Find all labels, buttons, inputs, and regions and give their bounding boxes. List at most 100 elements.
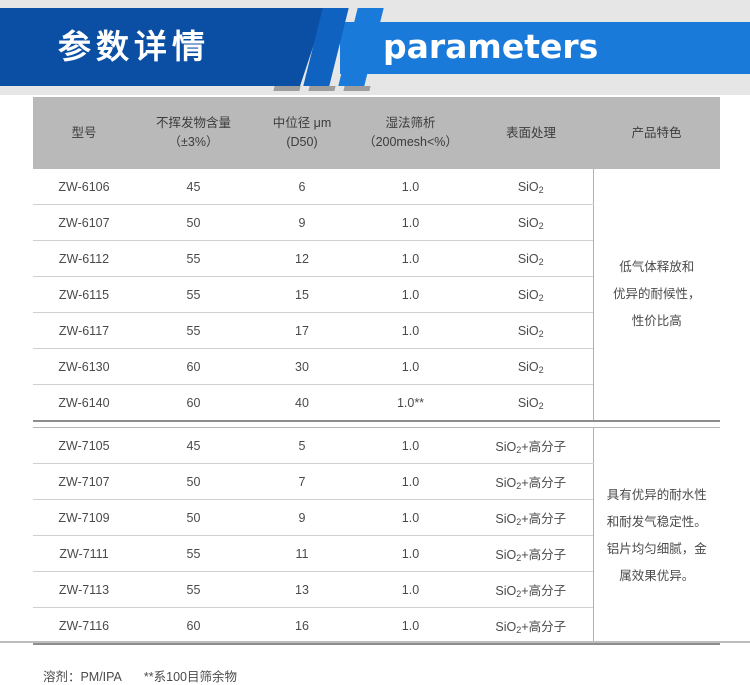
cell-surface-treatment: SiO2 [469, 348, 593, 385]
cell-median-diameter: 30 [252, 348, 352, 385]
cell-model: ZW-7111 [33, 535, 135, 572]
cell-surface-treatment: SiO2+高分子 [469, 571, 593, 608]
cell-model: ZW-6130 [33, 348, 135, 385]
cell-nonvolatile: 45 [135, 428, 252, 464]
cell-nonvolatile: 45 [135, 169, 252, 205]
cell-model: ZW-6106 [33, 169, 135, 205]
cell-model: ZW-6112 [33, 240, 135, 277]
table-head: 型号 不挥发物含量 （±3%） 中位径 μm (D50) 湿法筛析 （200me… [33, 97, 720, 169]
cell-surface-treatment: SiO2+高分子 [469, 463, 593, 500]
parameters-table-wrapper: 型号 不挥发物含量 （±3%） 中位径 μm (D50) 湿法筛析 （200me… [33, 97, 720, 643]
cell-median-diameter: 9 [252, 204, 352, 241]
product-feature-line: 铝片均匀细腻，金 [606, 541, 707, 556]
cell-median-diameter: 40 [252, 384, 352, 420]
column-header-median-diameter-line2: (D50) [286, 135, 318, 149]
table-row: ZW-7111 55 11 1.0 SiO2+高分子 [33, 535, 720, 572]
cell-nonvolatile: 50 [135, 204, 252, 241]
cell-nonvolatile: 55 [135, 571, 252, 608]
cell-surface-treatment: SiO2+高分子 [469, 535, 593, 572]
cell-nonvolatile: 50 [135, 463, 252, 500]
table-footnote: 溶剂：PM/IPA **系100目筛余物 [36, 652, 237, 685]
table-body: ZW-6106 45 6 1.0 SiO2 低气体释放和 优异的耐候性， 性价比高 ZW-610… [33, 169, 720, 643]
cell-wet-sieve: 1.0 [352, 607, 469, 643]
cell-median-diameter: 11 [252, 535, 352, 572]
footnote-note: **系100目筛余物 [143, 670, 237, 684]
banner-slash-shadow-2 [308, 86, 336, 91]
table-row: ZW-6130 60 30 1.0 SiO2 [33, 348, 720, 385]
cell-model: ZW-7109 [33, 499, 135, 536]
column-header-nonvolatile: 不挥发物含量 （±3%） [135, 97, 252, 169]
product-feature-line: 性价比高 [631, 314, 682, 328]
cell-wet-sieve: 1.0 [352, 204, 469, 241]
table-row: ZW-7107 50 7 1.0 SiO2+高分子 [33, 463, 720, 500]
cell-nonvolatile: 55 [135, 276, 252, 313]
cell-median-diameter: 17 [252, 312, 352, 349]
cell-wet-sieve: 1.0 [352, 428, 469, 464]
product-feature-line: 属效果优异。 [619, 568, 695, 583]
cell-model: ZW-6140 [33, 384, 135, 420]
table-row: ZW-6140 60 40 1.0** SiO2 [33, 384, 720, 420]
cell-surface-treatment: SiO2+高分子 [469, 499, 593, 536]
column-header-nonvolatile-line1: 不挥发物含量 [155, 116, 231, 130]
table-group-separator [33, 420, 720, 428]
cell-product-features: 具有优异的耐水性 和耐发气稳定性。 铝片均匀细腻，金 属效果优异。 [592, 428, 720, 643]
cell-surface-treatment: SiO2 [469, 204, 593, 241]
table-bottom-rule [33, 643, 720, 645]
table-header-row: 型号 不挥发物含量 （±3%） 中位径 μm (D50) 湿法筛析 （200me… [33, 97, 720, 169]
column-header-nonvolatile-line2: （±3%） [168, 135, 219, 149]
cell-model: ZW-7107 [33, 463, 135, 500]
cell-model: ZW-7105 [33, 428, 135, 464]
cell-nonvolatile: 55 [135, 240, 252, 277]
table-row: ZW-7105 45 5 1.0 SiO2+高分子 具有优异的耐水性 和耐发气稳定性。 铝片均… [33, 428, 720, 643]
column-header-median-diameter-line1: 中位径 μm [272, 116, 332, 130]
cell-wet-sieve: 1.0 [352, 276, 469, 313]
cell-model: ZW-7113 [33, 571, 135, 608]
column-header-model-line1: 型号 [71, 125, 97, 140]
cell-model: ZW-6117 [33, 312, 135, 349]
banner-title-english: parameters [383, 27, 599, 66]
cell-nonvolatile: 55 [135, 312, 252, 349]
cell-wet-sieve: 1.0 [352, 348, 469, 385]
cell-median-diameter: 5 [252, 428, 352, 464]
cell-product-features: 低气体释放和 优异的耐候性， 性价比高 [592, 169, 720, 420]
cell-model: ZW-6107 [33, 204, 135, 241]
cell-median-diameter: 12 [252, 240, 352, 277]
cell-median-diameter: 13 [252, 571, 352, 608]
cell-nonvolatile: 60 [135, 384, 252, 420]
column-header-median-diameter: 中位径 μm (D50) [252, 97, 352, 169]
column-header-product-features-line1: 产品特色 [631, 125, 682, 140]
table-row: ZW-6107 50 9 1.0 SiO2 [33, 204, 720, 241]
column-header-wet-sieve-line1: 湿法筛析 [385, 116, 436, 130]
cell-wet-sieve: 1.0 [352, 240, 469, 277]
banner-title-chinese: 参数详情 [58, 27, 210, 66]
column-header-surface-treatment: 表面处理 [469, 97, 593, 169]
product-feature-line: 低气体释放和 [619, 260, 695, 274]
column-header-model: 型号 [33, 97, 135, 169]
page-bottom-rule [0, 641, 750, 643]
cell-surface-treatment: SiO2 [469, 276, 593, 313]
column-header-product-features: 产品特色 [593, 97, 720, 169]
cell-wet-sieve: 1.0 [352, 312, 469, 349]
table-row: ZW-7109 50 9 1.0 SiO2+高分子 [33, 499, 720, 536]
cell-surface-treatment: SiO2 [469, 169, 593, 205]
parameters-table: 型号 不挥发物含量 （±3%） 中位径 μm (D50) 湿法筛析 （200me… [33, 97, 720, 643]
column-header-wet-sieve-line2: （200mesh<%） [363, 135, 458, 149]
table-row: ZW-6117 55 17 1.0 SiO2 [33, 312, 720, 349]
cell-wet-sieve: 1.0 [352, 169, 469, 205]
cell-model: ZW-6115 [33, 276, 135, 313]
cell-nonvolatile: 60 [135, 348, 252, 385]
cell-wet-sieve: 1.0 [352, 571, 469, 608]
banner-slash-shadow-3 [343, 86, 371, 91]
table-row: ZW-6106 45 6 1.0 SiO2 低气体释放和 优异的耐候性， 性价比高 [33, 169, 720, 420]
cell-surface-treatment: SiO2+高分子 [469, 607, 593, 643]
table-row: ZW-6112 55 12 1.0 SiO2 [33, 240, 720, 277]
table-row: ZW-7116 60 16 1.0 SiO2+高分子 [33, 607, 720, 643]
cell-median-diameter: 9 [252, 499, 352, 536]
cell-wet-sieve: 1.0** [352, 384, 469, 420]
product-feature-line: 优异的耐候性， [612, 287, 701, 301]
banner-light-bar [340, 22, 750, 74]
cell-nonvolatile: 50 [135, 499, 252, 536]
cell-nonvolatile: 60 [135, 607, 252, 643]
page-banner: 参数详情 parameters [0, 0, 750, 95]
footnote-solvent: 溶剂：PM/IPA [42, 670, 122, 684]
